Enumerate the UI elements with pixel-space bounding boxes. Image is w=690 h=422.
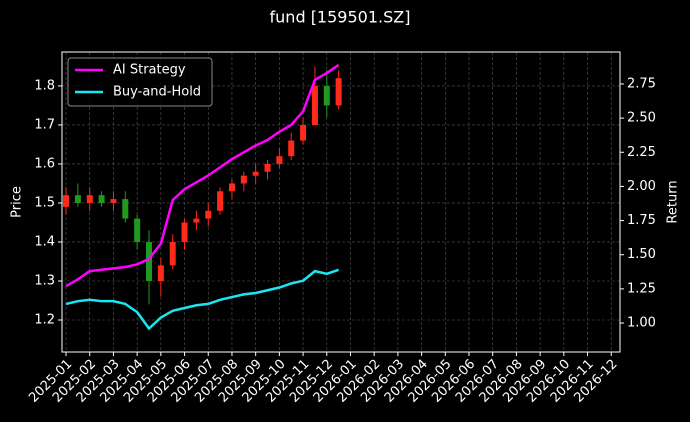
candle-body	[335, 78, 342, 106]
candle-body	[252, 171, 259, 176]
y-tick-label: 1.3	[34, 273, 55, 288]
candle-body	[98, 195, 105, 203]
candle-body	[288, 140, 295, 157]
candle-body	[122, 199, 129, 219]
y-tick-label: 1.7	[34, 117, 55, 132]
candle-body	[323, 85, 330, 106]
candle-body	[145, 241, 152, 281]
candle-body	[300, 124, 307, 141]
y-axis-label: Price	[10, 186, 25, 218]
candle-body	[193, 218, 200, 223]
candle-body	[240, 175, 247, 184]
y2-tick-label: 2.50	[627, 111, 656, 126]
candle-body	[63, 195, 70, 207]
candle-body	[157, 265, 164, 281]
plot-frame	[61, 51, 621, 353]
chart-title: fund [159501.SZ]	[270, 8, 411, 27]
legend-label: AI Strategy	[113, 63, 186, 78]
y-tick-label: 1.2	[34, 313, 55, 328]
candle-body	[205, 210, 212, 219]
y2-tick-label: 2.00	[627, 179, 656, 194]
y-tick-label: 1.6	[34, 156, 55, 171]
series-line	[65, 63, 340, 288]
y-tick-label: 1.8	[34, 78, 55, 93]
candle-body	[74, 195, 81, 203]
candle-body	[86, 195, 93, 203]
y2-axis-label: Return	[666, 180, 681, 223]
y2-tick-label: 2.75	[627, 76, 656, 91]
y-tick-label: 1.4	[34, 234, 55, 249]
candle-body	[264, 163, 271, 172]
candle-body	[228, 183, 235, 192]
y2-tick-label: 1.00	[627, 316, 656, 331]
candle-body	[311, 85, 318, 125]
candle-body	[276, 156, 283, 164]
y2-tick-label: 1.25	[627, 281, 656, 296]
y2-tick-label: 2.25	[627, 145, 656, 160]
legend-label: Buy-and-Hold	[113, 85, 201, 100]
candle-body	[181, 222, 188, 242]
y2-tick-label: 1.75	[627, 213, 656, 228]
y-tick-label: 1.5	[34, 195, 55, 210]
legend-box	[67, 57, 213, 107]
candle-body	[217, 191, 224, 211]
candle-body	[134, 218, 141, 242]
y2-tick-label: 1.50	[627, 247, 656, 262]
candle-body	[110, 199, 117, 203]
candle-body	[169, 241, 176, 266]
series-line	[65, 268, 340, 331]
